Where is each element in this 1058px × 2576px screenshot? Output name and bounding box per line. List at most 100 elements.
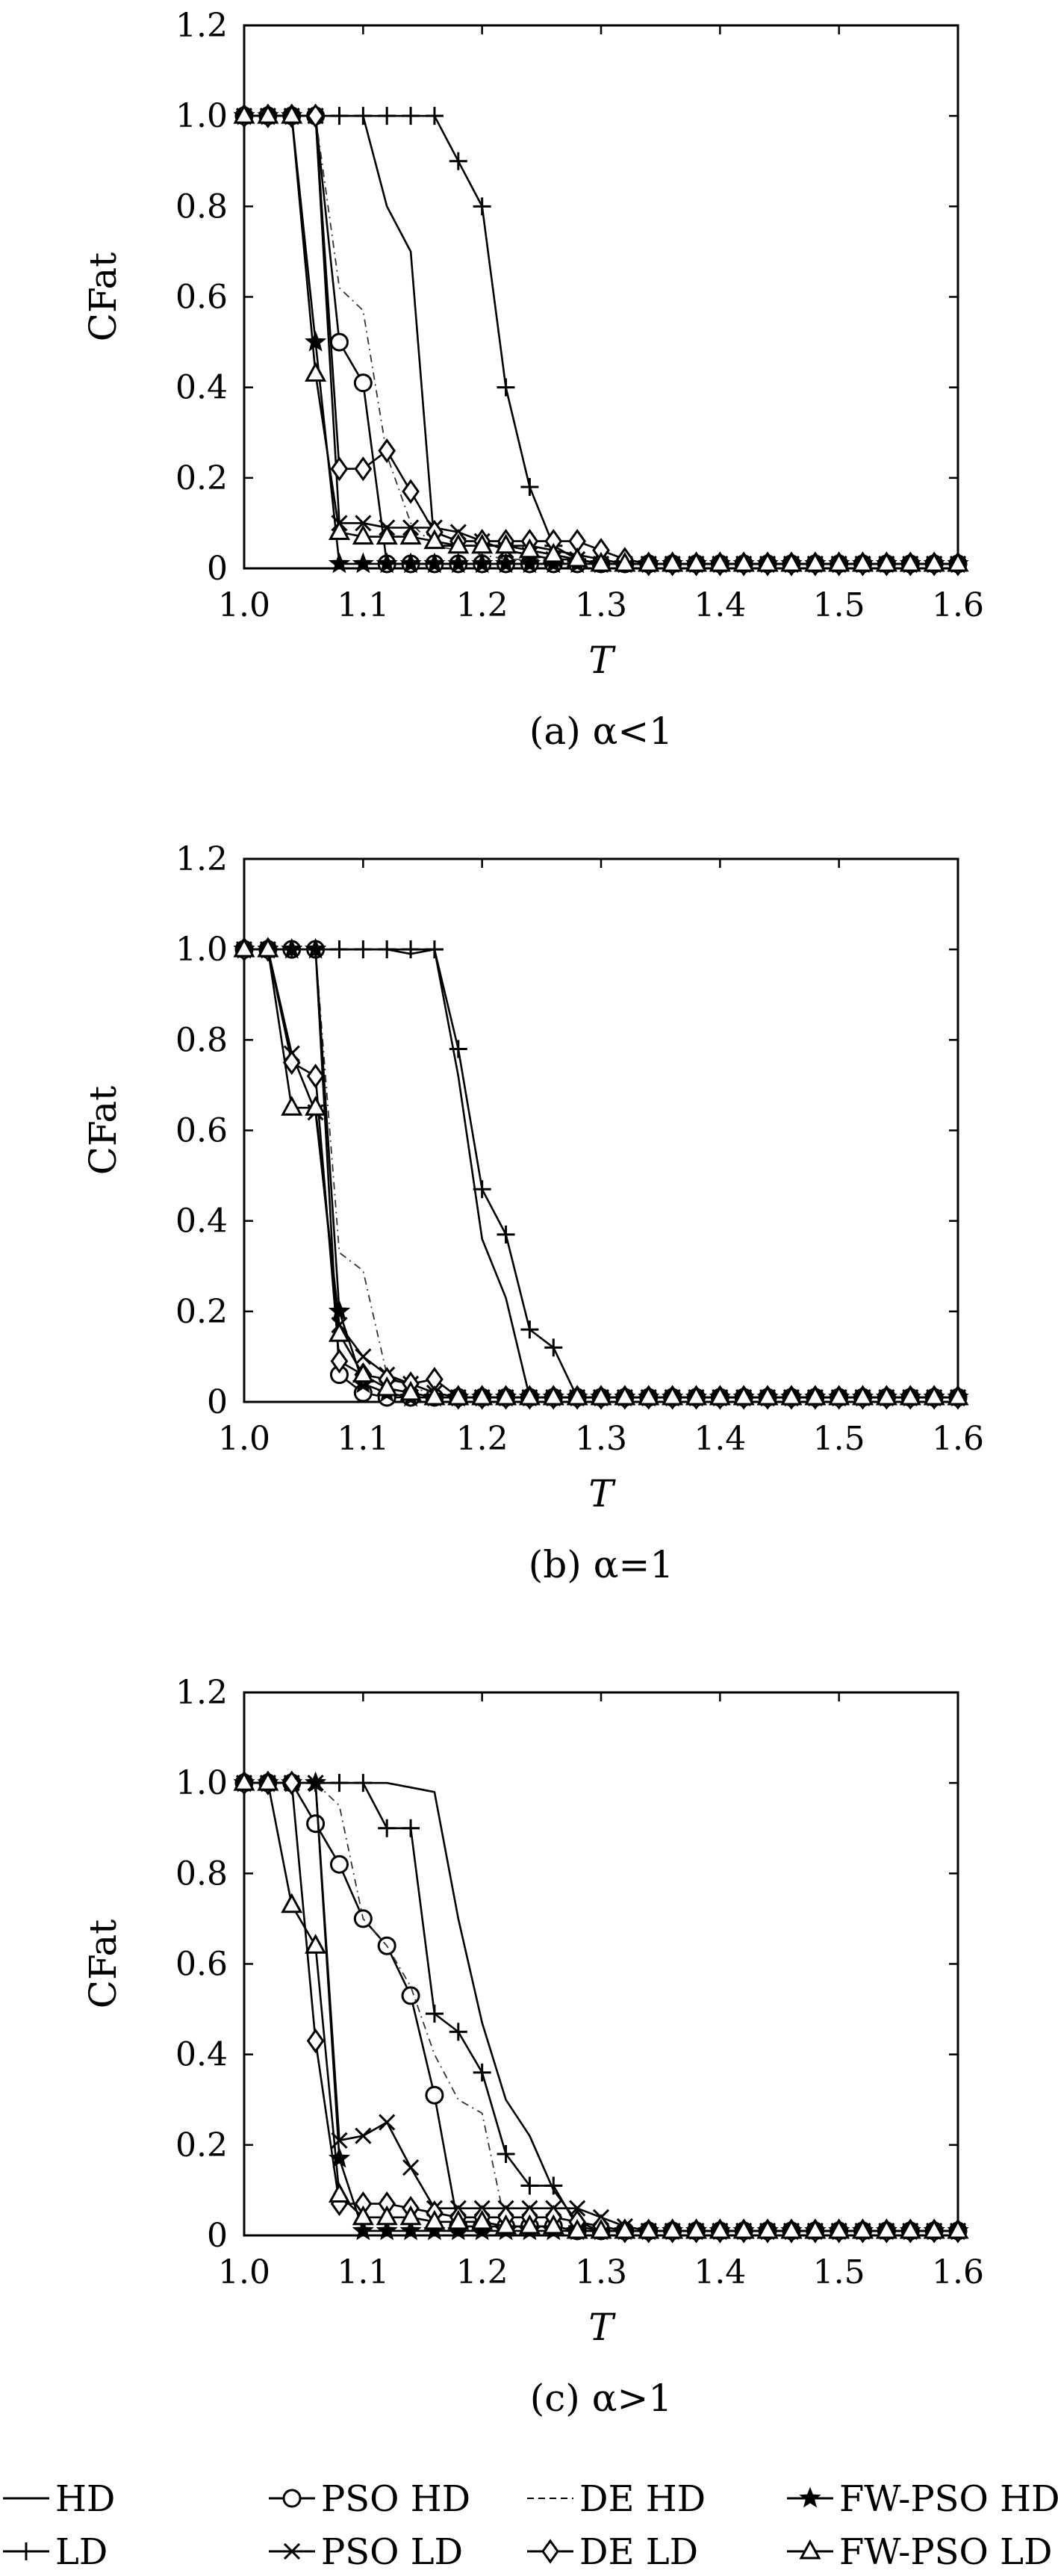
data-point [520, 2176, 539, 2195]
data-point [305, 1096, 327, 1116]
y-tick-label: 0 [207, 550, 228, 588]
data-point [352, 552, 374, 574]
series-hd [244, 114, 958, 565]
data-point [328, 1300, 351, 1321]
x-tick-label: 1.0 [218, 2253, 270, 2291]
x-tick-label: 1.4 [694, 1420, 746, 1458]
data-point [425, 107, 444, 125]
data-point [828, 1385, 850, 1406]
x-tick-label: 1.0 [218, 586, 270, 624]
series-pso-hd [234, 106, 968, 574]
legend-label: LD [55, 2531, 108, 2573]
legend-marker [282, 2489, 302, 2508]
data-point [281, 104, 303, 124]
data-point [662, 1385, 684, 1406]
data-point [330, 107, 349, 125]
series-pso-hd [234, 1773, 968, 2241]
data-point [399, 524, 422, 545]
data-point [542, 2214, 564, 2235]
y-tick-label: 0.2 [175, 1293, 228, 1331]
legend-label: DE HD [579, 2478, 706, 2520]
data-point [399, 1380, 422, 1401]
legend-label: PSO HD [321, 2478, 470, 2520]
data-point [471, 2209, 494, 2230]
data-point [282, 1770, 301, 1796]
panel-caption: (a) α<1 [529, 710, 673, 753]
series-line [244, 114, 958, 565]
data-point [852, 2218, 874, 2239]
data-point [355, 2127, 372, 2144]
data-point [852, 551, 874, 572]
x-tick-label: 1.0 [218, 1420, 270, 1458]
series-line [244, 1781, 958, 2232]
data-point [542, 1385, 564, 1406]
data-point [354, 456, 373, 482]
data-point [497, 1225, 515, 1244]
data-point [709, 2218, 731, 2239]
data-point [756, 1385, 779, 1406]
legend-label: FW-PSO LD [839, 2531, 1053, 2573]
x-tick-label: 1.6 [932, 1420, 984, 1458]
data-point [447, 2209, 470, 2230]
data-point [233, 104, 255, 124]
data-point [305, 1934, 327, 1954]
data-point [306, 2028, 325, 2054]
legend-marker [541, 2539, 559, 2564]
data-point [376, 524, 398, 545]
chart-panel-1: 1.0 1.1 1.2 1.3 1.4 1.5 1.6 0 0.2 0.4 0.6 0.8 1.0 1.2… [81, 7, 984, 753]
data-point [947, 2218, 969, 2239]
data-point [376, 2205, 398, 2226]
data-point [473, 1180, 491, 1199]
data-point [354, 1774, 373, 1793]
x-axis-label: T [588, 639, 616, 682]
data-point [875, 551, 897, 572]
legend-marker [799, 2539, 821, 2560]
data-point [497, 2144, 515, 2163]
data-point [330, 456, 349, 482]
series-ld [235, 1774, 967, 2240]
data-point [662, 551, 684, 572]
data-point [378, 438, 396, 464]
data-point [447, 1385, 470, 1406]
data-point [828, 2218, 850, 2239]
data-point [282, 940, 301, 959]
x-tick-label: 1.5 [813, 586, 865, 624]
data-point [402, 940, 420, 959]
data-point [328, 1321, 350, 1342]
data-point [495, 533, 517, 554]
series-line [244, 114, 958, 565]
data-point [590, 2218, 612, 2239]
data-point [402, 2159, 420, 2176]
y-tick-label: 1.2 [175, 7, 228, 45]
data-point [306, 1814, 326, 1834]
legend: HD PSO HD DE HD FW-PSO HD LD PSO LD DE LD FW-PS… [3, 2478, 1058, 2573]
series-line [244, 114, 958, 565]
x-tick-label: 1.3 [575, 586, 627, 624]
series-line [244, 948, 958, 1399]
series-line [244, 1781, 958, 2232]
y-tick-label: 0.4 [175, 369, 228, 407]
x-axis-label: T [588, 2306, 616, 2349]
data-point [376, 552, 398, 574]
legend-item: DE HD [527, 2478, 706, 2520]
data-point [378, 107, 396, 125]
series-line [244, 114, 958, 565]
x-tick-label: 1.3 [575, 2253, 627, 2291]
data-point [330, 940, 349, 959]
series-line [244, 115, 958, 565]
data-point [780, 1385, 803, 1406]
series-fw-pso-ld [233, 937, 969, 1406]
x-tick-label: 1.5 [813, 1420, 865, 1458]
legend-label: PSO LD [321, 2531, 463, 2573]
data-point [947, 1385, 969, 1406]
legend-item: FW-PSO HD [787, 2478, 1058, 2520]
data-point [399, 2219, 422, 2241]
data-point [447, 533, 470, 554]
series-line [244, 948, 958, 1399]
legend-label: DE LD [579, 2531, 698, 2573]
data-point [471, 1385, 494, 1406]
data-point [638, 1385, 660, 1406]
data-point [399, 2205, 422, 2226]
data-point [471, 552, 494, 574]
